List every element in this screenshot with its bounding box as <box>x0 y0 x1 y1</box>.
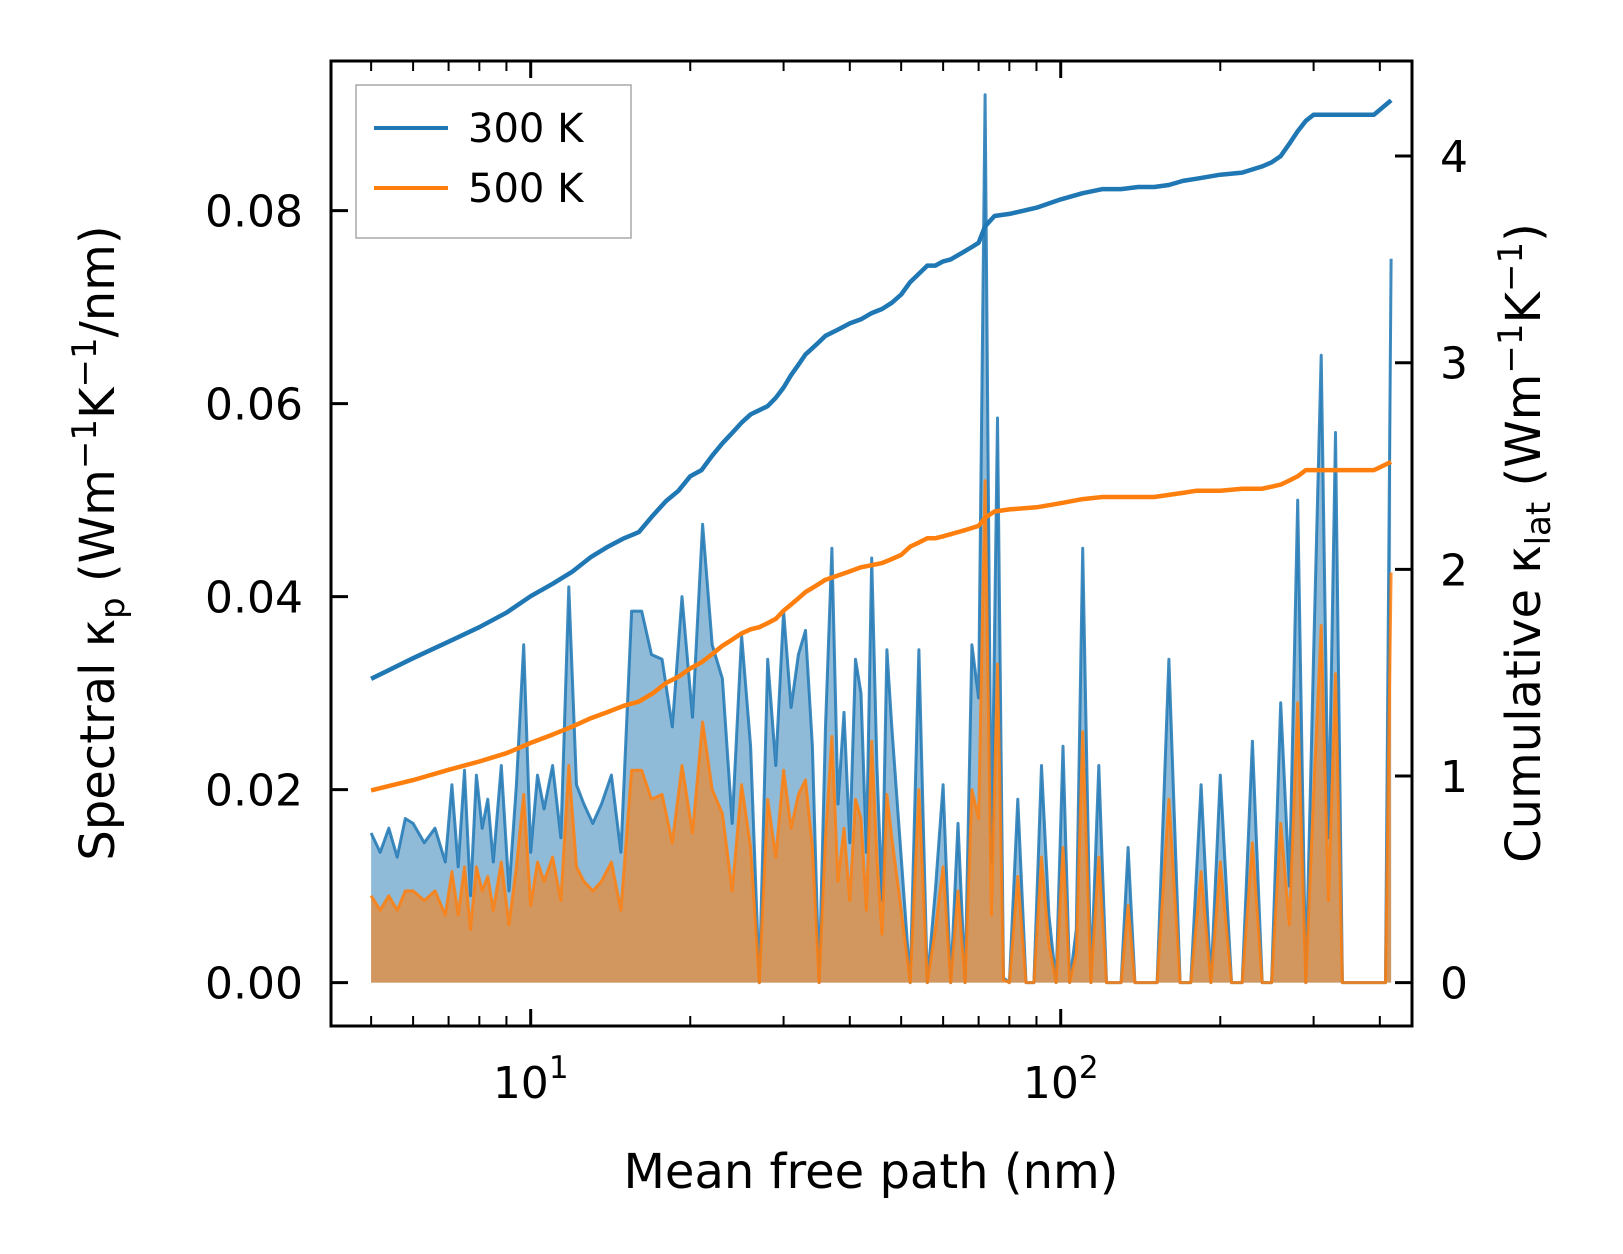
x-axis-label: Mean free path (nm) <box>624 1144 1119 1200</box>
y-left-sub: p <box>93 597 133 619</box>
legend: 300 K 500 K <box>355 84 632 239</box>
axis-ticks <box>331 61 1412 1026</box>
y-right-tick-label: 0 <box>1440 959 1468 1010</box>
spectral-line-500k <box>369 479 1393 985</box>
x-tick-label: 101 <box>493 1050 569 1109</box>
y-left-tick-label: 0.00 <box>205 959 303 1010</box>
y-left-sup2: −1 <box>65 337 105 387</box>
plot-frame <box>329 59 1414 1028</box>
y-right-tick-label: 4 <box>1440 132 1468 183</box>
y-right-tick-label: 1 <box>1440 752 1468 803</box>
y-right-tail: ) <box>1496 223 1552 242</box>
y-right-sup2: −1 <box>1491 242 1531 292</box>
y-right-sub: lat <box>1519 502 1559 546</box>
cumulative-line-500k <box>370 459 1393 793</box>
y-right-prefix: Cumulative κ <box>1496 545 1552 863</box>
y-left-tail: /nm) <box>70 225 126 337</box>
y-right-mid: K <box>1496 290 1552 323</box>
x-tick-label: 102 <box>1023 1050 1099 1109</box>
tick-labels: 101 102 0.00 0.02 0.04 0.06 0.08 0 1 2 3 4 <box>205 132 1468 1109</box>
legend-label-300k: 300 K <box>468 106 585 152</box>
y-left-unit-open: (Wm <box>70 469 126 597</box>
y-right-tick-label: 3 <box>1440 339 1468 390</box>
cumulative-line-300k <box>370 98 1393 681</box>
y-right-sup1: −1 <box>1491 323 1531 373</box>
spectral-area-layer <box>369 93 1393 985</box>
cumulative-line-layer <box>370 98 1393 793</box>
y-left-tick-label: 0.08 <box>205 187 303 238</box>
y-left-tick-label: 0.02 <box>205 766 303 817</box>
legend-box <box>355 84 632 239</box>
y-left-prefix: Spectral κ <box>70 619 126 861</box>
y-left-tick-label: 0.04 <box>205 573 303 624</box>
y-left-mid: K <box>70 386 126 419</box>
y-left-tick-label: 0.06 <box>205 380 303 431</box>
y-right-unit-open: (Wm <box>1496 374 1552 502</box>
y-left-sup1: −1 <box>65 419 105 469</box>
y-axis-label-left: Spectral κp (Wm−1K−1/nm) <box>65 225 133 860</box>
y-axis-label-right: Cumulative κlat (Wm−1K−1) <box>1491 223 1559 863</box>
y-right-tick-label: 2 <box>1440 545 1468 596</box>
legend-label-500k: 500 K <box>468 166 585 212</box>
